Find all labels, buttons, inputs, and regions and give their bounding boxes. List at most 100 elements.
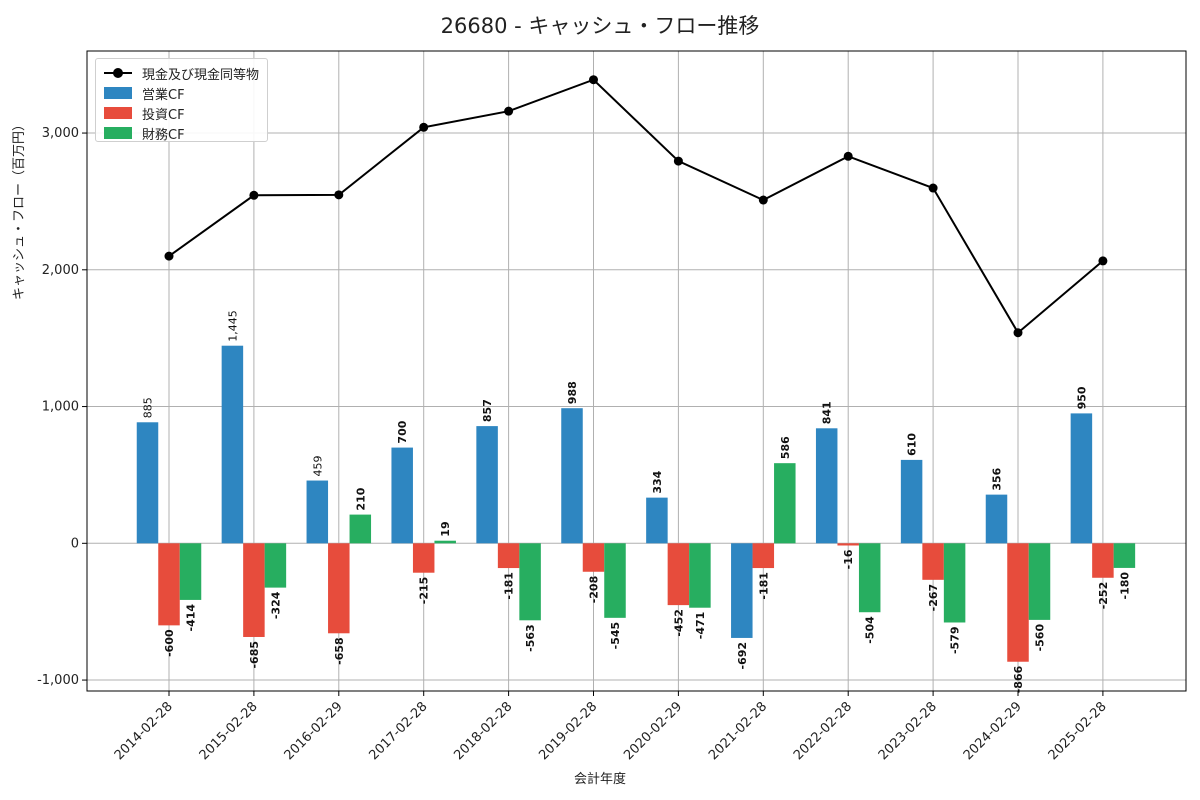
bar-investing xyxy=(922,543,944,580)
bar-operating xyxy=(900,459,923,544)
bar-investing xyxy=(158,543,180,626)
legend-item-investing: 投資CF xyxy=(104,103,259,123)
bar-financing xyxy=(434,540,456,544)
x-tick-label: 2017-02-28 xyxy=(366,699,430,763)
bar-operating xyxy=(985,494,1008,544)
bar-operating xyxy=(561,408,583,544)
bar-operating xyxy=(815,428,838,544)
bar-value-label: -600 xyxy=(163,629,176,657)
bar-value-label: -471 xyxy=(694,612,707,640)
bar-investing xyxy=(243,543,265,637)
bar-value-label: 857 xyxy=(481,399,494,422)
legend-label-operating: 営業CF xyxy=(142,87,185,103)
bar-operating xyxy=(1070,413,1093,544)
line-cash-point xyxy=(1013,328,1023,338)
bar-operating xyxy=(306,480,329,544)
bar-value-label: -324 xyxy=(269,591,282,619)
legend-swatch-financing xyxy=(104,127,132,139)
bar-value-label: 885 xyxy=(142,397,155,418)
legend-swatch-operating xyxy=(104,87,132,99)
bar-investing xyxy=(412,543,435,573)
line-cash-point xyxy=(1098,256,1108,266)
bar-value-label: 841 xyxy=(821,401,834,424)
bar-financing xyxy=(604,543,626,618)
bar-financing xyxy=(1113,543,1136,568)
bar-operating xyxy=(391,447,413,544)
bar-financing xyxy=(774,463,796,544)
bar-operating xyxy=(136,422,159,544)
bar-value-label: 950 xyxy=(1075,386,1088,409)
bar-operating xyxy=(731,543,753,638)
bar-financing xyxy=(264,543,287,588)
y-tick-label: 0 xyxy=(71,536,79,551)
line-cash-point xyxy=(928,183,938,193)
bar-value-label: 19 xyxy=(439,521,452,536)
bar-financing xyxy=(943,543,966,623)
legend-item-financing: 財務CF xyxy=(104,123,259,143)
x-axis-label: 会計年度 xyxy=(573,772,626,787)
bar-investing xyxy=(667,543,690,606)
axes-frame xyxy=(86,50,1187,692)
bar-value-label: -560 xyxy=(1034,624,1047,652)
x-tick-label: 2016-02-29 xyxy=(282,699,346,763)
bar-financing xyxy=(519,543,541,621)
legend-label-cash: 現金及び現金同等物 xyxy=(142,67,260,83)
x-tick-label: 2024-02-29 xyxy=(961,699,1025,763)
x-tick-label: 2021-02-28 xyxy=(706,699,770,763)
bar-investing xyxy=(582,543,605,572)
bar-value-label: -181 xyxy=(757,572,770,600)
bar-value-label: -208 xyxy=(588,576,601,604)
bar-value-label: -252 xyxy=(1097,582,1110,610)
bar-value-label: 610 xyxy=(906,433,919,456)
bar-operating xyxy=(221,345,244,544)
bar-value-label: 459 xyxy=(311,456,324,477)
bar-value-label: -452 xyxy=(672,609,685,637)
bar-financing xyxy=(179,543,202,600)
bar-value-label: 356 xyxy=(991,467,1004,490)
bar-value-label: -579 xyxy=(949,626,962,654)
bar-investing xyxy=(497,543,520,569)
line-cash-point xyxy=(249,190,259,200)
y-tick-label: 1,000 xyxy=(42,400,79,415)
bar-value-label: 334 xyxy=(651,470,664,493)
x-tick-label: 2014-02-28 xyxy=(112,699,176,763)
line-cash-point xyxy=(673,156,683,166)
y-tick-label: 3,000 xyxy=(42,126,79,141)
x-tick-label: 2025-02-28 xyxy=(1046,699,1110,763)
legend-label-financing: 財務CF xyxy=(142,127,185,143)
bar-investing xyxy=(1092,543,1114,578)
line-cash-point xyxy=(843,151,853,161)
legend: 現金及び現金同等物 営業CF 投資CF 財務CF xyxy=(95,58,268,143)
bar-financing xyxy=(689,543,711,608)
bar-value-label: -16 xyxy=(842,549,855,569)
legend-item-operating: 営業CF xyxy=(104,83,259,103)
line-cash xyxy=(168,78,1104,335)
line-cash-point xyxy=(334,190,344,200)
legend-line-marker xyxy=(104,67,132,79)
bar-investing xyxy=(752,543,775,569)
line-cash-point xyxy=(758,195,768,205)
bar-financing xyxy=(349,514,372,544)
bar-value-label: 210 xyxy=(354,487,367,510)
x-tick-label: 2019-02-28 xyxy=(536,699,600,763)
x-tick-label: 2020-02-29 xyxy=(621,699,685,763)
bar-value-label: -866 xyxy=(1012,665,1025,693)
bar-financing xyxy=(1028,543,1051,620)
y-tick-label: -1,000 xyxy=(37,673,79,688)
bar-value-label: -545 xyxy=(609,622,622,650)
legend-swatch-investing xyxy=(104,107,132,119)
chart-title: 26680 - キャッシュ・フロー推移 xyxy=(440,14,760,38)
bar-investing xyxy=(1007,543,1029,662)
bar-financing xyxy=(858,543,881,613)
bar-value-label: -563 xyxy=(524,624,537,652)
line-cash-point xyxy=(589,75,598,85)
bar-investing xyxy=(328,543,350,634)
legend-label-investing: 投資CF xyxy=(142,107,185,123)
x-tick-label: 2015-02-28 xyxy=(197,699,261,763)
y-tick-label: 2,000 xyxy=(42,263,79,278)
line-cash-point xyxy=(164,251,174,261)
bar-value-label: -658 xyxy=(333,637,346,665)
bar-value-label: -504 xyxy=(864,616,877,644)
